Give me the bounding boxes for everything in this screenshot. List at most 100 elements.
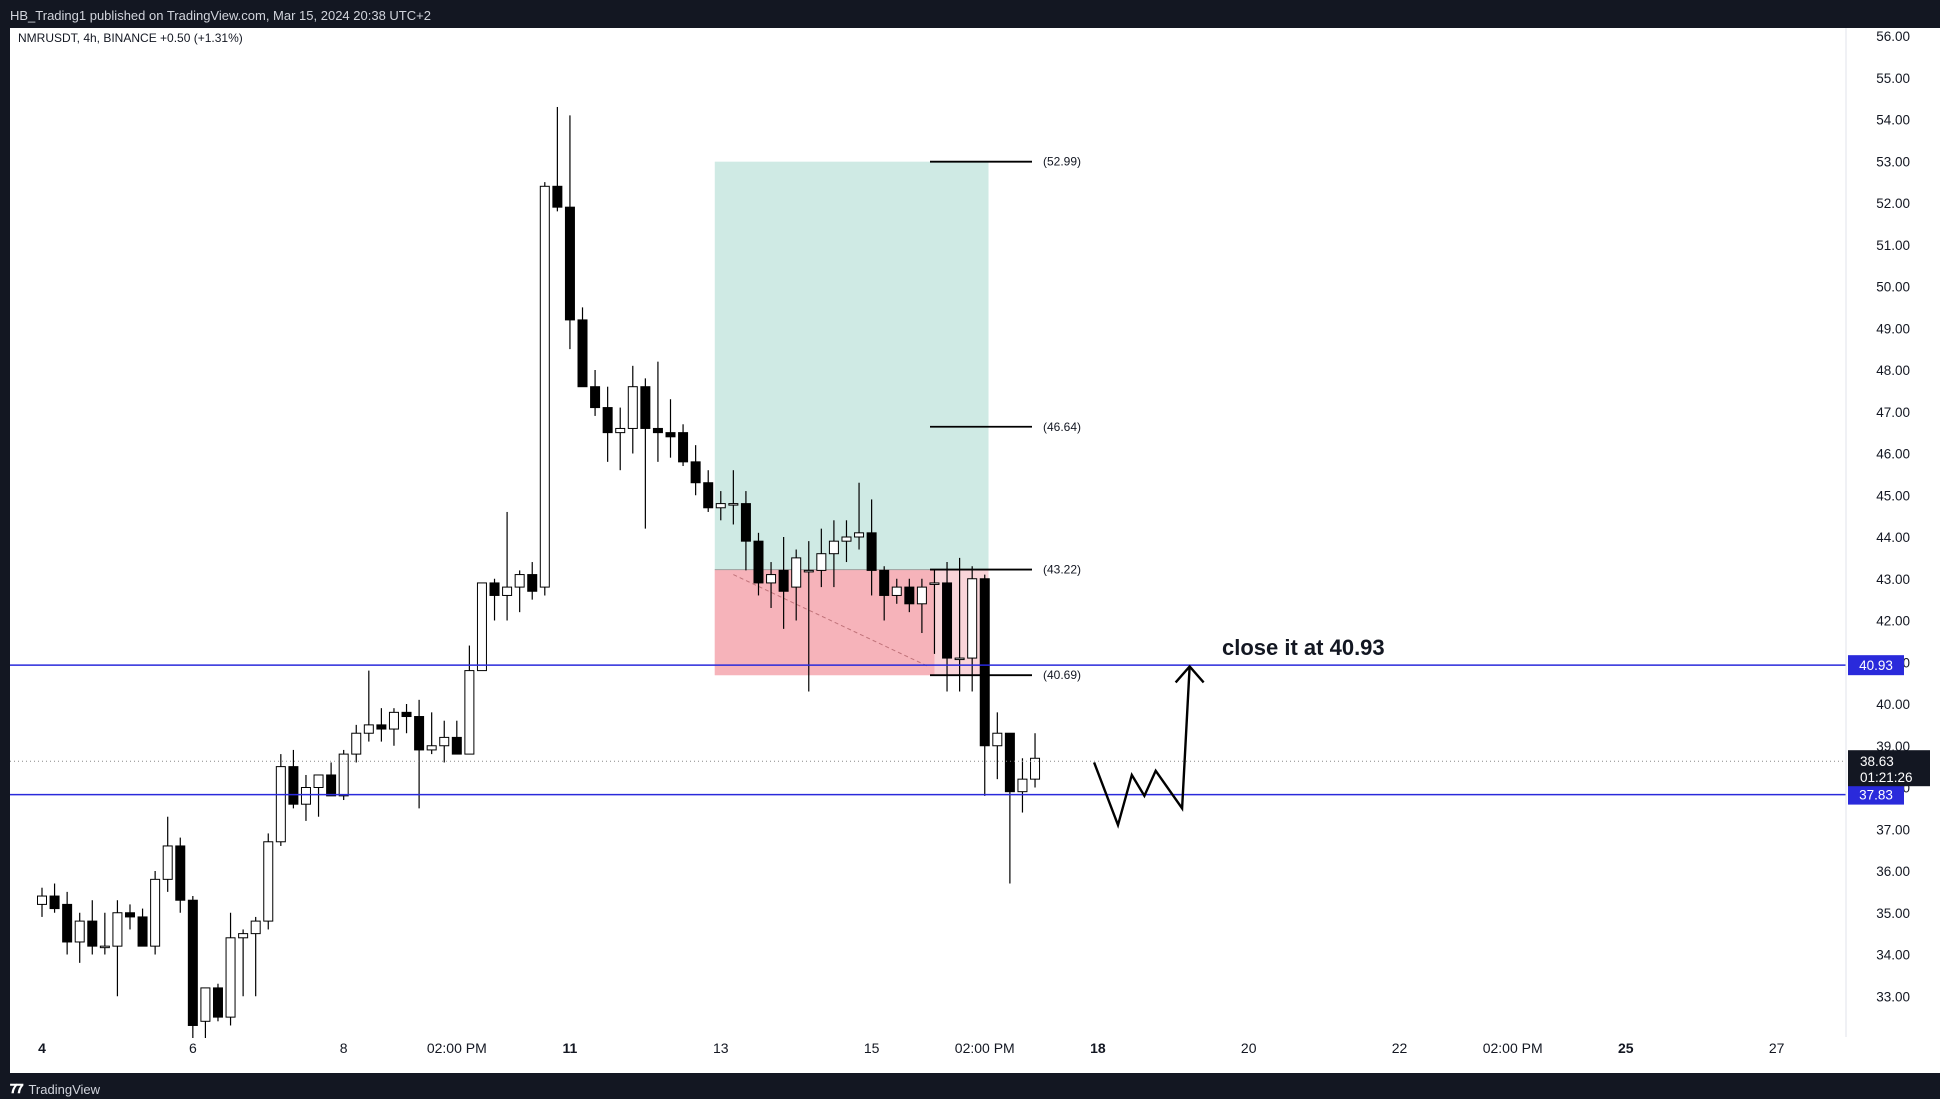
candle (816, 528, 827, 588)
candle-body (766, 574, 777, 584)
candle-body (715, 503, 726, 509)
candle (1030, 733, 1041, 788)
candle (388, 708, 399, 746)
candle (150, 871, 161, 955)
candle (514, 570, 525, 613)
time-tick-label: 22 (1392, 1040, 1408, 1056)
candle-body (602, 407, 613, 434)
candle (62, 891, 73, 955)
level-price-tag (1848, 655, 1904, 676)
candle (162, 816, 173, 892)
bar-countdown: 01:21:26 (1860, 770, 1913, 785)
candle-body (816, 553, 827, 571)
chart-area[interactable]: (52.99) (46.64) (43.22) (40.69) close it at… (10, 28, 1940, 1073)
candle-body (150, 878, 161, 947)
publish-info: HB_Trading1 published on TradingView.com… (10, 8, 431, 23)
candle (879, 566, 890, 621)
candle-body (678, 432, 689, 463)
time-tick-label: 11 (563, 1040, 578, 1056)
candle-body (527, 574, 538, 592)
candle-body (313, 774, 324, 788)
price-tick-label: 43.00 (1876, 572, 1910, 587)
horizontal-levels (10, 664, 1846, 796)
level-price-tag-label: 37.83 (1859, 788, 1893, 803)
price-tick-label: 52.00 (1876, 196, 1910, 211)
candle (803, 541, 814, 692)
candle (476, 582, 487, 672)
candle-body (37, 895, 47, 905)
candle (250, 916, 261, 997)
time-tick-label: 27 (1769, 1040, 1785, 1056)
candle-body (250, 920, 261, 935)
time-tick-label: 20 (1241, 1040, 1257, 1056)
time-axis[interactable]: 4 6 8 02:00 PM 11 13 15 02:00 PM 18 20 22 02:00 PM 2… (38, 1040, 1785, 1056)
candle (753, 532, 764, 596)
candle-body (426, 745, 437, 751)
candle (225, 912, 236, 1026)
price-tick-label: 44.00 (1876, 530, 1910, 545)
candle (766, 562, 777, 608)
candle (916, 578, 927, 634)
candle (326, 762, 337, 797)
candle (426, 712, 437, 755)
candle (615, 407, 626, 471)
drawings: close it at 40.93 (1092, 635, 1385, 829)
candle-body (590, 386, 601, 409)
candle-body (62, 903, 73, 943)
candle (137, 908, 148, 947)
candle-body (87, 920, 98, 947)
arrow-head-icon (1174, 664, 1205, 684)
time-tick-label: 8 (340, 1040, 348, 1056)
candle (627, 365, 638, 454)
candle-body (564, 206, 575, 321)
candle-body (539, 185, 550, 588)
candle-body (916, 586, 927, 605)
candle (200, 987, 211, 1038)
price-tick-label: 34.00 (1876, 948, 1910, 963)
candle (212, 983, 223, 1022)
price-marks: (52.99) (46.64) (43.22) (40.69) (930, 155, 1081, 682)
position-trend-line (733, 574, 929, 667)
profit-zone (714, 161, 989, 570)
candle (690, 445, 701, 496)
candle (652, 361, 663, 462)
candle-body (175, 845, 186, 901)
candle-body (753, 540, 764, 584)
price-tick-label: 54.00 (1876, 113, 1910, 128)
candle (942, 562, 953, 692)
candle (640, 378, 651, 529)
time-tick-label: 13 (713, 1040, 729, 1056)
candle-body (992, 732, 1003, 747)
price-tick-label: 36.00 (1876, 864, 1910, 879)
candle-body (124, 912, 135, 918)
candle (414, 699, 425, 809)
symbol-legend: NMRUSDT, 4h, BINANCE +0.50 (+1.31%) (18, 31, 243, 45)
tradingview-logo-icon[interactable]: 𝟕𝟕 (10, 1081, 24, 1096)
candle (275, 754, 286, 846)
candle (502, 511, 513, 621)
price-tick-label: 51.00 (1876, 238, 1910, 253)
time-tick-label: 02:00 PM (427, 1040, 487, 1056)
time-tick-label: 25 (1618, 1040, 1634, 1056)
price-tick-label: 33.00 (1876, 989, 1910, 1004)
candle (791, 549, 802, 621)
candlestick-chart[interactable]: (52.99) (46.64) (43.22) (40.69) close it at… (10, 28, 1940, 1073)
candle (87, 900, 98, 955)
candle (187, 896, 198, 1038)
candle (602, 386, 613, 462)
candles (37, 106, 1041, 1038)
price-axis[interactable]: 33.0034.0035.0036.0037.0038.0039.0040.00… (1845, 28, 1930, 1037)
candle (866, 499, 877, 596)
footer-brand[interactable]: TradingView (28, 1081, 101, 1097)
annotation-text: close it at 40.93 (1222, 635, 1385, 660)
candle-body (288, 766, 299, 805)
price-mark-label: (52.99) (1043, 155, 1081, 169)
candle-body (954, 657, 965, 661)
candle (740, 491, 751, 571)
candle (904, 578, 915, 613)
candle (590, 370, 601, 416)
candle-body (879, 569, 890, 596)
candle-body (326, 774, 337, 797)
candle-body (300, 787, 311, 805)
candle (288, 749, 299, 809)
